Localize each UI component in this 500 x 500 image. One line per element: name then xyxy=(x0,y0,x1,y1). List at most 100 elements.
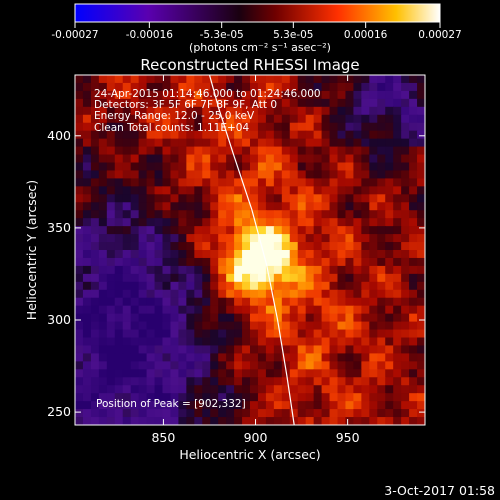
heatmap-cell xyxy=(226,98,235,108)
heatmap-cell xyxy=(90,377,100,386)
annotation-detectors: Detectors: 3F 5F 6F 7F 8F 9F, Att 0 xyxy=(94,99,277,111)
heatmap-cell xyxy=(186,385,195,394)
heatmap-cell xyxy=(297,170,307,179)
heatmap-cell xyxy=(75,393,84,402)
heatmap-cell xyxy=(114,329,124,339)
heatmap-cell xyxy=(75,106,84,116)
heatmap-cell xyxy=(162,361,172,370)
heatmap-cell xyxy=(226,154,235,164)
heatmap-cell xyxy=(98,122,108,132)
heatmap-cell xyxy=(281,313,291,323)
heatmap-cell xyxy=(250,369,259,378)
heatmap-cell xyxy=(369,281,378,291)
heatmap-cell xyxy=(210,130,219,140)
heatmap-cell xyxy=(289,90,299,100)
heatmap-cell xyxy=(385,210,394,219)
heatmap-cell xyxy=(106,377,116,386)
heatmap-cell xyxy=(114,218,124,227)
heatmap-cell xyxy=(353,194,362,203)
heatmap-cell xyxy=(82,273,92,283)
heatmap-cell xyxy=(90,98,100,108)
heatmap-cell xyxy=(265,353,275,362)
heatmap-cell xyxy=(361,417,370,425)
heatmap-cell xyxy=(281,194,291,203)
heatmap-cell xyxy=(75,409,84,418)
heatmap-cell xyxy=(337,98,347,108)
heatmap-cell xyxy=(234,337,243,347)
heatmap-cell xyxy=(210,369,219,378)
heatmap-cell xyxy=(337,297,347,307)
heatmap-cell xyxy=(289,305,299,315)
heatmap-cell xyxy=(218,273,227,283)
heatmap-cell xyxy=(210,321,219,331)
heatmap-cell xyxy=(98,242,108,251)
heatmap-cell xyxy=(385,146,394,156)
heatmap-cell xyxy=(210,305,219,315)
heatmap-cell xyxy=(385,409,394,418)
heatmap-cell xyxy=(122,257,132,267)
heatmap-cell xyxy=(353,409,362,418)
heatmap-cell xyxy=(297,353,307,362)
heatmap-cell xyxy=(417,242,425,251)
heatmap-cell xyxy=(106,146,116,156)
heatmap-cell xyxy=(393,194,402,203)
heatmap-cell xyxy=(218,345,227,354)
heatmap-cell xyxy=(265,345,275,354)
heatmap-cell xyxy=(345,361,354,370)
heatmap-cell xyxy=(281,289,291,299)
heatmap-cell xyxy=(329,138,339,148)
heatmap-cell xyxy=(265,401,275,410)
heatmap-cell xyxy=(114,250,124,259)
heatmap-cell xyxy=(138,194,148,203)
heatmap-cell xyxy=(369,146,378,156)
heatmap-cell xyxy=(242,226,251,235)
heatmap-cell xyxy=(194,146,203,156)
heatmap-cell xyxy=(114,401,124,410)
heatmap-cell xyxy=(393,130,402,140)
heatmap-cell xyxy=(401,146,410,156)
heatmap-cell xyxy=(289,114,299,124)
heatmap-cell xyxy=(281,385,291,394)
heatmap-cell xyxy=(393,226,402,235)
heatmap-cell xyxy=(250,345,259,354)
heatmap-cell xyxy=(210,297,219,307)
heatmap-cell xyxy=(242,154,251,164)
heatmap-cell xyxy=(345,297,354,307)
heatmap-cell xyxy=(337,114,347,124)
heatmap-cell xyxy=(242,377,251,386)
heatmap-cell xyxy=(257,305,267,315)
heatmap-cell xyxy=(393,106,402,116)
heatmap-cell xyxy=(297,377,307,386)
heatmap-cell xyxy=(186,138,195,148)
heatmap-cell xyxy=(186,170,195,179)
heatmap-cell xyxy=(154,82,164,92)
heatmap-cell xyxy=(234,122,243,132)
heatmap-cell xyxy=(257,401,267,410)
heatmap-cell xyxy=(75,210,84,219)
heatmap-cell xyxy=(226,75,235,84)
heatmap-cell xyxy=(226,106,235,116)
heatmap-cell xyxy=(337,90,347,100)
heatmap-cell xyxy=(385,75,394,84)
heatmap-cell xyxy=(170,98,179,108)
heatmap-cell xyxy=(265,194,275,203)
heatmap-cell xyxy=(194,138,203,148)
heatmap-cell xyxy=(377,313,386,323)
heatmap-cell xyxy=(281,218,291,227)
heatmap-cell xyxy=(281,257,291,267)
heatmap-cell xyxy=(162,353,172,362)
heatmap-cell xyxy=(242,170,251,179)
heatmap-cell xyxy=(226,210,235,219)
y-tick-label: 400 xyxy=(47,128,71,143)
heatmap-cell xyxy=(130,377,140,386)
heatmap-cell xyxy=(377,321,386,331)
heatmap-cell xyxy=(202,130,211,140)
heatmap-cell xyxy=(154,146,164,156)
heatmap-cell xyxy=(162,98,172,108)
heatmap-cell xyxy=(114,337,124,347)
heatmap-cell xyxy=(321,138,331,148)
heatmap-cell xyxy=(122,98,132,108)
heatmap-cell xyxy=(273,202,283,211)
heatmap-cell xyxy=(138,313,148,323)
solar-limb-curve xyxy=(208,75,295,425)
